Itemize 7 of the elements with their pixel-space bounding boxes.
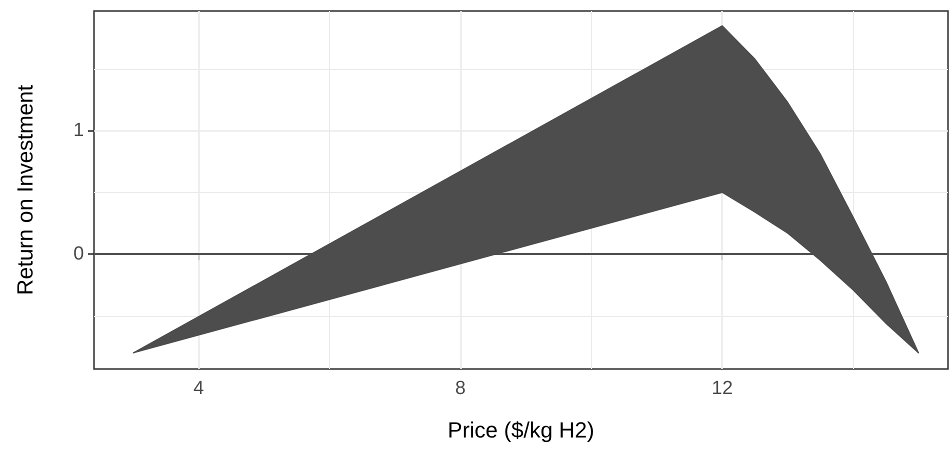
y-tick-label: 0 bbox=[73, 244, 84, 265]
x-tick-label: 4 bbox=[193, 378, 204, 399]
x-tick-label: 8 bbox=[455, 378, 466, 399]
x-tick-label: 12 bbox=[712, 378, 733, 399]
y-axis-title: Return on Investment bbox=[12, 84, 38, 296]
y-tick-label: 1 bbox=[73, 120, 84, 142]
x-axis-title: Price ($/kg H2) bbox=[448, 418, 594, 442]
